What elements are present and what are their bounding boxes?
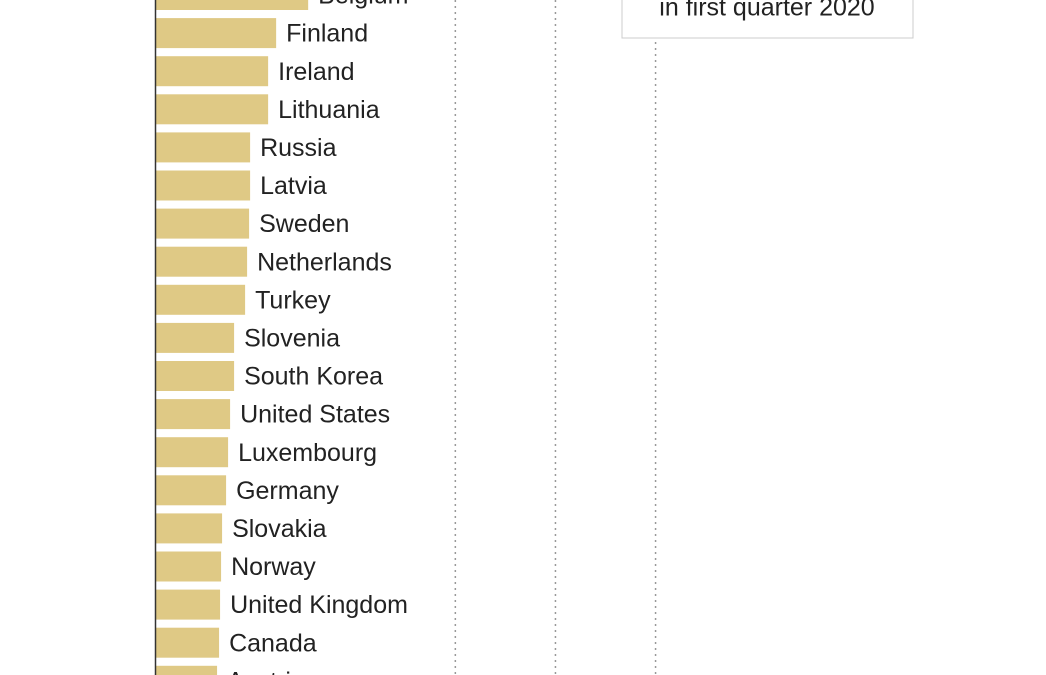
- bar-label: Germany: [236, 477, 339, 505]
- bars: Belgium Finland Ireland Lithuania Russia Latv…: [155, 0, 409, 675]
- annotation-box: [621, 0, 914, 39]
- bar: [155, 589, 221, 620]
- grid: [454, 0, 657, 675]
- bar: [155, 284, 246, 315]
- bar-label: Turkey: [255, 286, 331, 314]
- bar-label: Ireland: [278, 58, 354, 86]
- bar: [155, 0, 309, 10]
- bar-label: Belgium: [318, 0, 408, 10]
- bar-label: United States: [240, 401, 390, 429]
- bar-label: Slovakia: [232, 515, 327, 543]
- bar: [155, 208, 250, 239]
- bar-label: Luxembourg: [238, 439, 377, 467]
- bar-label: Slovenia: [244, 325, 340, 353]
- bar-label: Sweden: [259, 210, 349, 238]
- bar-label: Lithuania: [278, 96, 380, 124]
- bar-label: South Korea: [244, 363, 383, 391]
- bar: [155, 132, 251, 163]
- bar-label: United Kingdom: [230, 591, 408, 619]
- bar: [155, 170, 251, 201]
- bar: [155, 513, 223, 544]
- bar: [155, 56, 269, 87]
- bar-label: Russia: [260, 134, 337, 162]
- annotation: in first quarter 2020: [659, 0, 874, 22]
- bar: [155, 361, 235, 391]
- bar: [155, 437, 229, 468]
- bar: [155, 18, 277, 49]
- bar: [155, 322, 235, 353]
- bar: [155, 399, 231, 430]
- bar: [155, 551, 222, 582]
- bar: [155, 246, 248, 277]
- bar-label: Norway: [231, 553, 316, 581]
- bar-label: Finland: [286, 20, 368, 48]
- bar-label: Canada: [229, 629, 317, 657]
- bar: [155, 627, 220, 658]
- bar: [155, 475, 227, 506]
- bar: [155, 665, 218, 675]
- bar-label: Austria: [227, 667, 305, 675]
- bar-label: Netherlands: [257, 248, 392, 276]
- bar-label: Latvia: [260, 172, 327, 200]
- bar: [155, 94, 269, 125]
